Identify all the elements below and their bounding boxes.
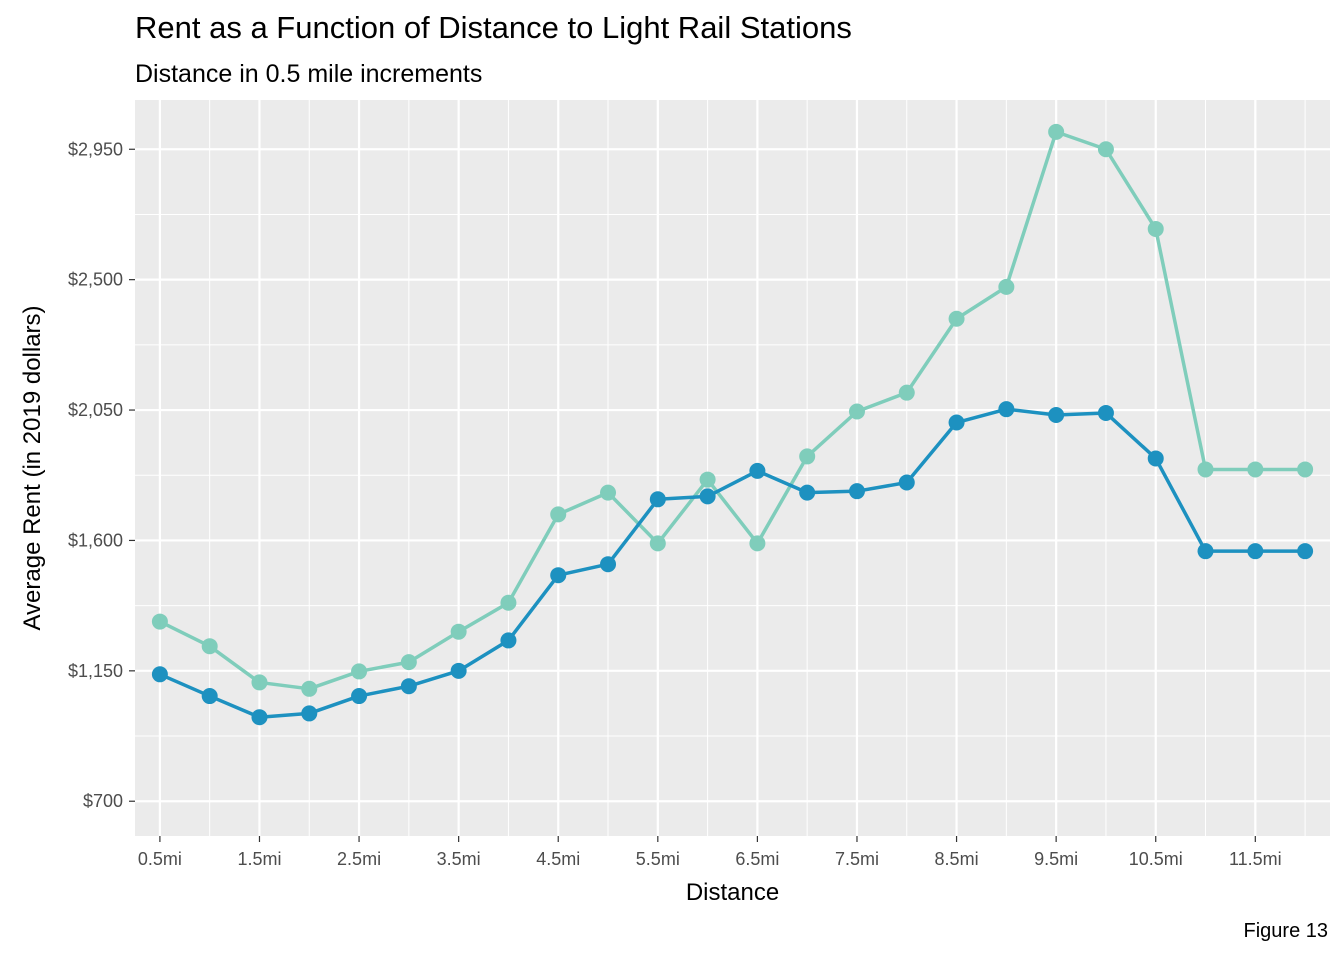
- y-tick-label: $1,600: [68, 530, 123, 550]
- series-1-point: [201, 638, 218, 655]
- series-1-point: [151, 613, 168, 630]
- y-tick-label: $2,050: [68, 400, 123, 420]
- y-tick-label: $1,150: [68, 661, 123, 681]
- series-2-point: [550, 567, 567, 584]
- series-2-point: [1097, 404, 1114, 421]
- x-tick-label: 7.5mi: [835, 849, 879, 869]
- series-1-point: [699, 471, 716, 488]
- major-gridlines: [135, 100, 1330, 836]
- series-2-point: [699, 488, 716, 505]
- series-2-point: [201, 688, 218, 705]
- series-2-point: [500, 632, 517, 649]
- x-tick-label: 8.5mi: [935, 849, 979, 869]
- y-tick-label: $2,500: [68, 270, 123, 290]
- series-1: [151, 123, 1314, 697]
- series-1-point: [1297, 461, 1314, 478]
- x-tick-label: 2.5mi: [337, 849, 381, 869]
- series-2-point: [848, 483, 865, 500]
- series-2-point: [1048, 406, 1065, 423]
- series-1-point: [998, 278, 1015, 295]
- y-tick-label: $2,950: [68, 139, 123, 159]
- series-1-point: [500, 594, 517, 611]
- series-1-point: [1097, 141, 1114, 158]
- series-1-point: [251, 674, 268, 691]
- chart-title: Rent as a Function of Distance to Light …: [135, 10, 852, 45]
- series-2-point: [400, 678, 417, 695]
- x-tick-label: 11.5mi: [1229, 849, 1282, 869]
- series-1-point: [1247, 461, 1264, 478]
- x-tick-label: 4.5mi: [536, 849, 580, 869]
- plot-panel: [135, 100, 1330, 836]
- y-tick-label: $700: [83, 791, 123, 811]
- series-2-point: [351, 688, 368, 705]
- series-1-point: [400, 654, 417, 671]
- series-2-point: [1197, 543, 1214, 560]
- figure-caption: Figure 13: [1243, 920, 1329, 942]
- series-1-point: [351, 663, 368, 680]
- series-1-point: [898, 384, 915, 401]
- series-2-point: [998, 401, 1015, 418]
- series-2-line: [159, 407, 1306, 719]
- series-2-point: [749, 462, 766, 479]
- series-2-point: [799, 484, 816, 501]
- chart-subtitle: Distance in 0.5 mile increments: [135, 60, 483, 88]
- y-axis-title: Average Rent (in 2019 dollars): [19, 305, 46, 630]
- series-2-point: [898, 474, 915, 491]
- series-2-point: [948, 414, 965, 431]
- x-tick-label: 6.5mi: [735, 849, 779, 869]
- x-tick-label: 1.5mi: [237, 849, 281, 869]
- axis-tick-labels: 0.5mi 1.5mi 2.5mi 3.5mi 4.5mi 5.5mi 6.5mi 7.5mi…: [68, 139, 1282, 869]
- x-axis-title: Distance: [686, 879, 779, 906]
- series-1-line: [159, 130, 1306, 691]
- x-tick-label: 9.5mi: [1034, 849, 1078, 869]
- axis-ticks: [129, 148, 1256, 842]
- series-1-point: [550, 506, 567, 523]
- series-1-point: [848, 403, 865, 420]
- series-2-point: [251, 709, 268, 726]
- series-2: [151, 401, 1314, 726]
- series-2-point: [450, 662, 467, 679]
- x-tick-label: 10.5mi: [1129, 849, 1183, 869]
- series-1-point: [1147, 220, 1164, 237]
- series-1-point: [301, 680, 318, 697]
- series-2-point: [301, 705, 318, 722]
- series-2-point: [1247, 543, 1264, 560]
- series-1-point: [1197, 461, 1214, 478]
- series-2-point: [649, 491, 666, 508]
- x-tick-label: 0.5mi: [138, 849, 182, 869]
- series-1-point: [799, 448, 816, 465]
- series-2-point: [151, 666, 168, 683]
- series-2-point: [1147, 450, 1164, 467]
- series-2-point: [600, 556, 617, 573]
- series-1-point: [749, 535, 766, 552]
- series-1-point: [649, 535, 666, 552]
- series-1-point: [948, 310, 965, 327]
- x-tick-label: 3.5mi: [437, 849, 481, 869]
- series-2-point: [1297, 543, 1314, 560]
- series-1-point: [1048, 123, 1065, 140]
- series-1-point: [600, 484, 617, 501]
- series-layer: [151, 123, 1314, 726]
- series-1-point: [450, 623, 467, 640]
- x-tick-label: 5.5mi: [636, 849, 680, 869]
